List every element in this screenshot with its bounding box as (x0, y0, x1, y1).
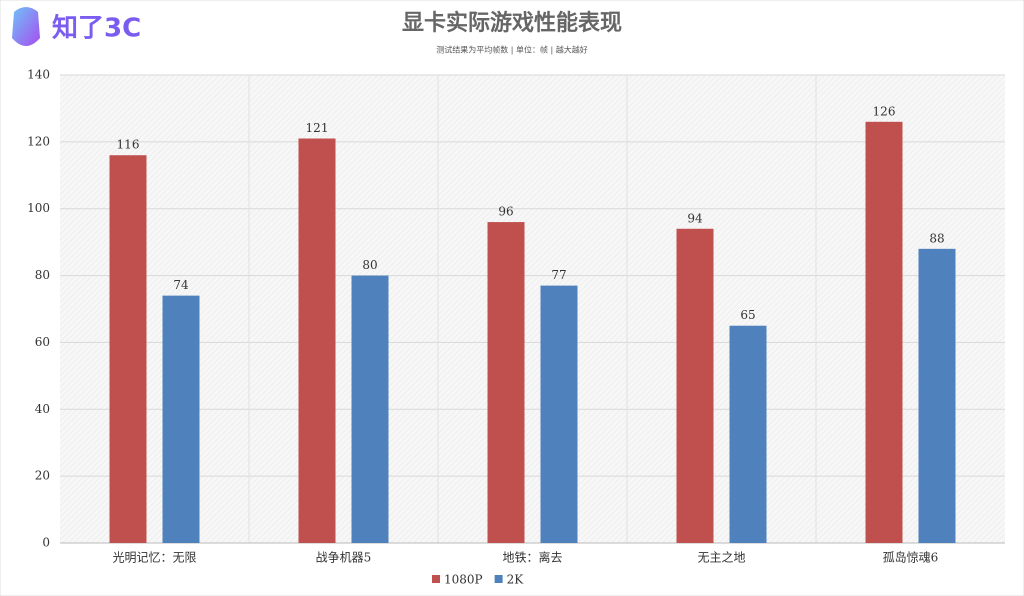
logo-text: 知了3C (52, 14, 141, 44)
bar (298, 138, 336, 543)
y-tick-label: 80 (35, 268, 50, 282)
x-tick-label: 战争机器5 (316, 551, 372, 565)
legend-swatch (432, 575, 440, 583)
value-label: 126 (873, 104, 896, 118)
x-tick-label: 孤岛惊魂6 (883, 550, 939, 565)
bar (109, 155, 147, 543)
value-label: 96 (498, 205, 513, 219)
x-tick-label: 光明记忆：无限 (112, 551, 196, 565)
logo-icon (12, 7, 40, 46)
y-tick-label: 120 (27, 134, 50, 148)
legend-label: 1080P (444, 573, 483, 587)
bar (865, 121, 903, 544)
y-tick-label: 0 (42, 536, 50, 550)
y-tick-label: 100 (27, 201, 50, 215)
bar (487, 222, 525, 544)
y-tick-label: 60 (35, 335, 50, 349)
y-tick-label: 20 (35, 469, 50, 483)
value-label: 116 (117, 138, 140, 152)
x-tick-label: 无主之地 (697, 551, 745, 565)
value-label: 94 (687, 211, 703, 225)
bar (351, 275, 389, 543)
bar (540, 285, 578, 543)
y-tick-label: 140 (27, 68, 50, 82)
bar (162, 295, 200, 543)
plot-area (60, 75, 1005, 543)
chart-subtitle: 测试结果为平均帧数 | 单位：帧 | 越大越好 (436, 45, 588, 55)
legend-label: 2K (507, 573, 525, 587)
legend-swatch (494, 575, 503, 583)
bar (729, 325, 767, 543)
y-tick-label: 40 (35, 402, 50, 416)
value-label: 121 (306, 121, 329, 135)
value-label: 88 (929, 231, 944, 245)
bar (676, 228, 714, 543)
value-label: 80 (362, 258, 377, 272)
value-label: 74 (173, 278, 189, 292)
x-tick-label: 地铁：离去 (502, 550, 562, 565)
chart-title: 显卡实际游戏性能表现 (402, 10, 622, 36)
bar (918, 248, 956, 544)
value-label: 77 (551, 268, 566, 282)
value-label: 65 (740, 308, 755, 322)
